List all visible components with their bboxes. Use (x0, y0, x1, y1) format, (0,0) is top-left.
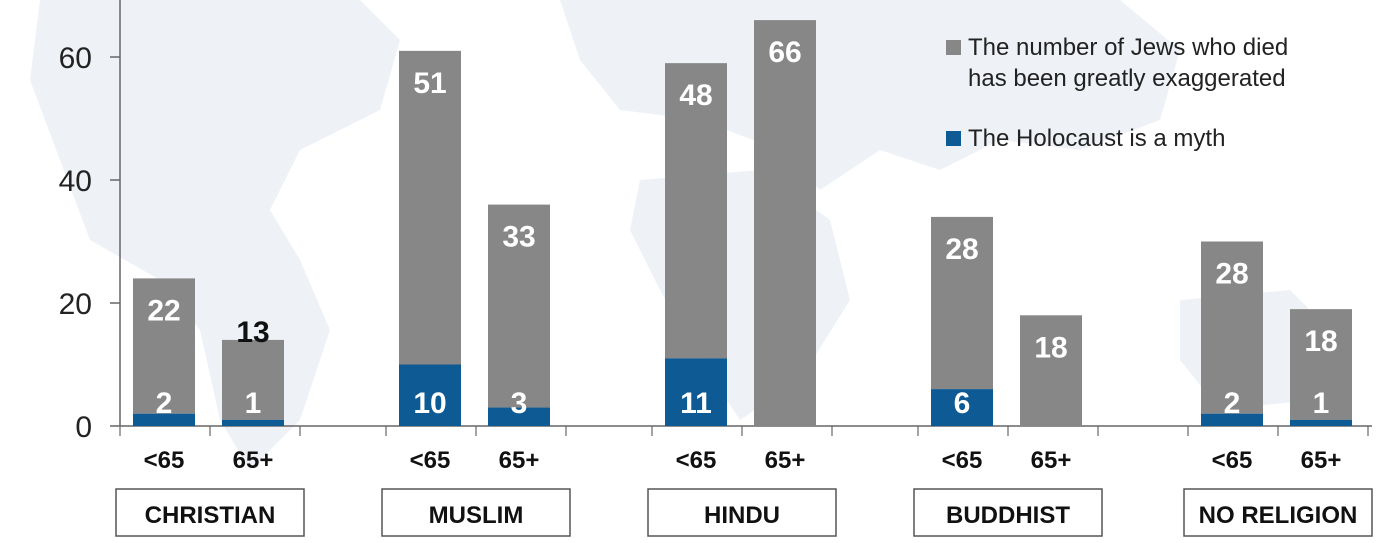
bar-label-myth: 11 (680, 387, 712, 420)
bar-label-myth: 1 (245, 387, 262, 420)
bar-label-exaggerated: 18 (1034, 331, 1067, 364)
bar-myth (931, 389, 993, 426)
legend-label: The Holocaust is a myth (968, 125, 1225, 152)
age-label: <65 (410, 447, 451, 474)
y-tick-label: 0 (75, 411, 92, 444)
group-label: CHRISTIAN (145, 502, 276, 529)
group-labels: CHRISTIAN MUSLIM HINDU BUDDHIST NO RELIGION (115, 488, 1373, 537)
bar-myth (488, 407, 550, 426)
bar-label-myth: 3 (511, 387, 528, 420)
bar-label-myth: 10 (413, 387, 446, 420)
age-label: <65 (942, 447, 983, 474)
age-label: 65+ (233, 447, 274, 474)
bar-myth (665, 358, 727, 426)
group-label: HINDU (704, 502, 780, 529)
y-tick-label: 40 (59, 165, 92, 198)
group-label-box (381, 488, 571, 537)
bar-exaggerated (665, 63, 727, 359)
y-tick-label: 60 (59, 42, 92, 75)
bar-exaggerated (222, 339, 284, 420)
bar-exaggerated (1290, 309, 1352, 420)
age-labels: <65 65+ <65 65+ <65 65+ <65 65+ <65 65+ (144, 447, 1342, 474)
bar-exaggerated (488, 204, 550, 408)
bar-label-myth: 6 (954, 387, 971, 420)
age-label: <65 (1212, 447, 1253, 474)
bar-label-exaggerated: 28 (1215, 258, 1248, 291)
bar-label-exaggerated: 22 (147, 294, 180, 327)
group-label: NO RELIGION (1199, 502, 1358, 529)
bar-myth (1290, 419, 1352, 426)
legend-swatch (946, 40, 961, 55)
bar-label-exaggerated: 66 (768, 36, 801, 69)
bar-exaggerated (399, 50, 461, 365)
bar-exaggerated (133, 278, 195, 414)
group-label: MUSLIM (429, 502, 524, 529)
age-label: 65+ (499, 447, 540, 474)
bar-label-myth: 2 (156, 387, 173, 420)
bar-label-myth: 2 (1224, 387, 1241, 420)
bar-label-exaggerated: 18 (1304, 325, 1337, 358)
bars (133, 20, 1352, 426)
bar-label-exaggerated: 33 (502, 221, 535, 254)
age-label: <65 (676, 447, 717, 474)
group-label: BUDDHIST (946, 502, 1070, 529)
bar-myth (222, 419, 284, 426)
age-label: 65+ (1301, 447, 1342, 474)
bar-label-myth: 1 (1313, 387, 1330, 420)
bar-label-exaggerated: 51 (413, 67, 446, 100)
bar-myth (399, 364, 461, 426)
bar-exaggerated (931, 216, 993, 390)
legend-swatch (946, 131, 961, 146)
group-label-box (1183, 488, 1373, 537)
y-tick-label: 20 (59, 288, 92, 321)
y-axis: 0 20 40 60 (59, 0, 1372, 444)
bar-myth (1201, 413, 1263, 426)
group-label-box (913, 488, 1103, 537)
bar-exaggerated (1201, 241, 1263, 414)
bar-exaggerated (754, 20, 816, 426)
age-label: <65 (144, 447, 185, 474)
group-label-box (647, 488, 837, 537)
legend-label: The number of Jews who died (968, 34, 1288, 61)
bar-exaggerated (1020, 315, 1082, 426)
legend: The number of Jews who died has been grea… (946, 34, 1288, 152)
bar-myth (133, 413, 195, 426)
age-label: 65+ (765, 447, 806, 474)
bar-label-exaggerated: 28 (945, 233, 978, 266)
legend-label: has been greatly exaggerated (968, 65, 1286, 92)
age-label: 65+ (1031, 447, 1072, 474)
bar-label-exaggerated: 48 (679, 79, 712, 112)
bar-label-exaggerated: 13 (236, 316, 269, 349)
group-label-box (115, 488, 305, 537)
